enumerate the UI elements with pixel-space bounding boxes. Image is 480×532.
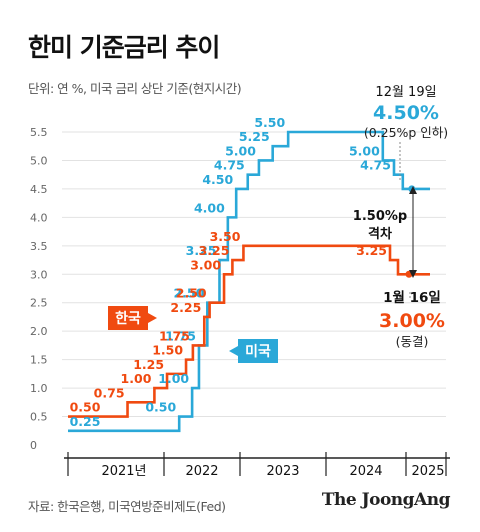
korea-latest-date: 1월 16일 bbox=[383, 289, 441, 306]
korea-data-label: 2.50 bbox=[176, 286, 207, 301]
korea-data-label: 3.50 bbox=[210, 229, 241, 244]
brand-logo: The JoongAng bbox=[321, 490, 451, 510]
us-data-label: 0.25 bbox=[70, 414, 101, 429]
korea-data-label: 1.00 bbox=[121, 371, 152, 386]
korea-latest-value: 3.00% bbox=[379, 310, 445, 332]
y-tick-label: 0.5 bbox=[30, 411, 48, 424]
x-tick-label: 2023 bbox=[266, 464, 299, 479]
page-title: 한미 기준금리 추이 bbox=[28, 33, 220, 62]
us-data-label: 5.00 bbox=[225, 143, 256, 158]
x-tick-label: 2021년 bbox=[101, 464, 146, 479]
korea-legend-pointer bbox=[148, 313, 157, 323]
us-data-label: 5.25 bbox=[239, 129, 270, 144]
y-tick-label: 3.5 bbox=[30, 240, 48, 253]
x-tick-label: 2025 bbox=[411, 464, 444, 479]
us-data-label: 1.75 bbox=[165, 328, 196, 343]
gap-value: 1.50%p bbox=[353, 209, 407, 224]
y-tick-label: 5.0 bbox=[30, 154, 48, 167]
korea-data-label: 1.75 bbox=[159, 328, 190, 343]
us-data-label: 5.00 bbox=[349, 143, 380, 158]
us-data-label: 1.00 bbox=[158, 371, 189, 386]
y-tick-label: 5.5 bbox=[30, 126, 48, 139]
us-data-label: 0.50 bbox=[145, 400, 176, 415]
source-note: 자료: 한국은행, 미국연방준비제도(Fed) bbox=[28, 499, 226, 514]
us-data-label: 4.75 bbox=[360, 158, 391, 173]
y-tick-label: 0 bbox=[30, 439, 37, 452]
us-data-label: 5.50 bbox=[254, 115, 285, 130]
korea-latest-note: (동결) bbox=[396, 334, 429, 349]
y-tick-label: 2.5 bbox=[30, 297, 48, 310]
korea-data-label: 3.00 bbox=[190, 257, 221, 272]
y-tick-label: 2.0 bbox=[30, 325, 48, 338]
us-latest-note: (0.25%p 인하) bbox=[364, 125, 448, 140]
chart-subtitle: 단위: 연 %, 미국 금리 상단 기준(현지시간) bbox=[28, 81, 242, 96]
us-legend-label: 미국 bbox=[245, 344, 271, 360]
y-tick-label: 4.5 bbox=[30, 183, 48, 196]
korea-rate-line bbox=[68, 244, 430, 418]
korea-legend-tag bbox=[108, 306, 148, 330]
us-data-label: 2.50 bbox=[173, 286, 204, 301]
y-tick-label: 4.0 bbox=[30, 211, 48, 224]
us-data-label: 3.25 bbox=[186, 243, 217, 258]
gap-arrow-top bbox=[409, 186, 417, 194]
gap-arrow-bottom bbox=[409, 270, 417, 278]
us-legend-tag bbox=[238, 339, 278, 363]
us-rate-line bbox=[68, 130, 430, 433]
us-data-label: 4.75 bbox=[214, 158, 245, 173]
y-tick-label: 1.0 bbox=[30, 382, 48, 395]
korea-data-label: 0.75 bbox=[94, 385, 125, 400]
gap-label: 격차 bbox=[368, 226, 392, 242]
us-data-label: 4.00 bbox=[194, 200, 225, 215]
us-legend-pointer bbox=[229, 346, 238, 356]
us-data-label: 4.50 bbox=[202, 172, 233, 187]
korea-data-label: 0.50 bbox=[70, 400, 101, 415]
x-tick-label: 2024 bbox=[349, 464, 382, 479]
korea-data-label: 1.25 bbox=[133, 357, 164, 372]
y-tick-label: 3.0 bbox=[30, 268, 48, 281]
us-latest-date: 12월 19일 bbox=[375, 85, 436, 100]
y-tick-label: 1.5 bbox=[30, 354, 48, 367]
korea-data-label: 3.25 bbox=[199, 243, 230, 258]
us-latest-value: 4.50% bbox=[373, 102, 439, 124]
x-tick-label: 2022 bbox=[185, 464, 218, 479]
korea-data-label: 3.25 bbox=[356, 243, 387, 258]
korea-data-label: 1.50 bbox=[152, 343, 183, 358]
korea-legend-label: 한국 bbox=[115, 311, 141, 327]
korea-data-label: 2.25 bbox=[170, 300, 201, 315]
